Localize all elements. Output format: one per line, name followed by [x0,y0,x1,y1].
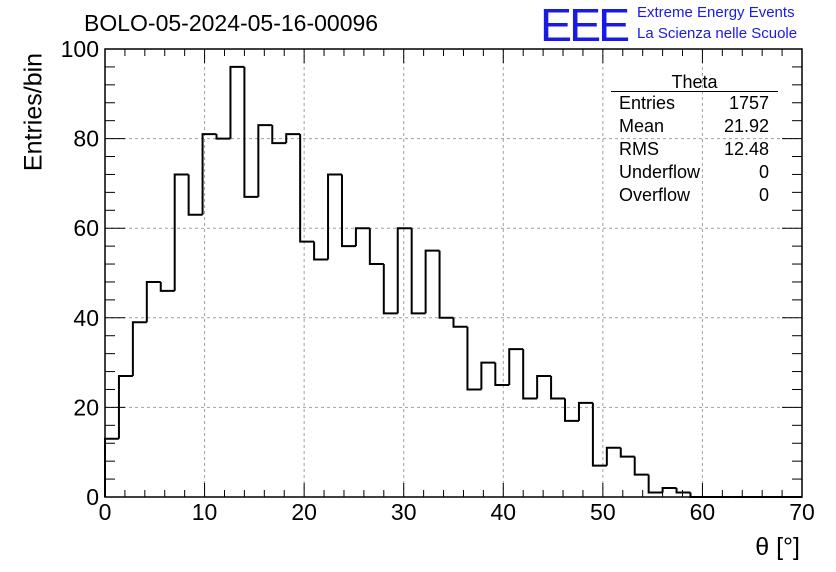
histogram-bin [480,361,496,390]
stats-value: 1757 [728,93,769,113]
stats-box: Theta Entries 1757 Mean 21.92 RMS 12.48 … [611,73,778,207]
histogram-bin [215,134,231,140]
y-tick-label: 0 [86,484,99,510]
histogram-bin [243,66,259,198]
histogram-bin [104,437,119,497]
histogram-bin [438,250,454,319]
histogram-bin [647,474,663,494]
histogram-bin [257,124,273,197]
x-tick-label: 10 [192,499,218,525]
histogram-bin [396,227,412,314]
plot-frame [104,48,803,498]
y-axis-label: Entries/bin [19,52,48,172]
y-tick-label: 20 [73,394,99,420]
stats-label: RMS [619,139,659,159]
stats-label: Overflow [619,185,691,205]
histogram-bin [550,376,566,400]
stats-value: 21.92 [723,116,769,136]
histogram-bin [564,398,579,422]
histogram-bin [675,488,691,494]
y-tick-label: 60 [73,215,99,241]
logo-line-2: La Scienza nelle Scuole [637,25,798,42]
x-tick-label: 50 [590,499,616,525]
histogram-bin [382,264,398,315]
histogram-bin [424,249,440,314]
histogram-bin [661,487,677,493]
logo-line-1: Extreme Energy Events [637,4,795,21]
histogram-bin [187,174,203,216]
histogram-bin [452,317,468,328]
histogram-bin [354,227,370,247]
histogram-bin [285,133,301,144]
x-tick-label: 0 [99,499,112,525]
histogram-bin [536,375,552,399]
stats-row-entries: Entries 1757 [611,92,778,115]
histogram-bin [368,228,384,266]
y-tick-label: 40 [73,305,99,331]
stats-row-underflow: Underflow 0 [611,161,778,184]
x-tick-label: 60 [690,499,716,525]
x-tick-label: 30 [391,499,417,525]
stats-value: 0 [758,185,769,205]
chart-title: BOLO-05-2024-05-16-00096 [84,10,379,36]
histogram-bin [271,125,287,145]
stats-value: 12.48 [723,139,769,159]
stats-row-rms: RMS 12.48 [611,138,778,161]
x-tick-label: 20 [291,499,317,525]
histogram-bin [229,65,245,139]
histogram-bin [327,173,342,260]
stats-row-overflow: Overflow 0 [611,184,778,207]
stats-title: Theta [611,73,778,92]
stats-row-mean: Mean 21.92 [611,115,778,138]
histogram-bin [159,281,175,292]
histogram-bin [605,446,621,466]
histogram-bin [508,348,524,385]
histogram-bin [173,173,189,291]
histogram-bin [633,456,649,476]
x-tick-label: 40 [490,499,516,525]
histogram-bin [145,280,161,323]
stats-label: Mean [619,116,665,136]
histogram-bin [522,349,538,400]
histogram-bin [619,447,635,458]
histogram-bin [117,375,133,439]
histogram-bin [494,362,510,386]
x-axis-label: θ [°] [755,533,800,561]
histogram-bin [466,326,482,391]
y-tick-label: 100 [61,36,99,62]
histogram-bin [131,321,147,377]
y-tick-label: 80 [73,126,99,152]
histogram-bin [299,134,315,243]
histogram-bin [201,133,217,215]
eee-logo-icon: EEE [539,0,630,51]
stats-label: Entries [619,93,676,113]
histogram-bin [340,174,356,248]
x-tick-label: 70 [789,499,815,525]
histogram-bin [591,402,607,467]
histogram-bin [313,241,329,261]
histogram-bin [410,228,426,315]
stats-value: 0 [758,162,769,182]
stats-label: Underflow [619,162,701,182]
histogram-bin [577,401,593,421]
